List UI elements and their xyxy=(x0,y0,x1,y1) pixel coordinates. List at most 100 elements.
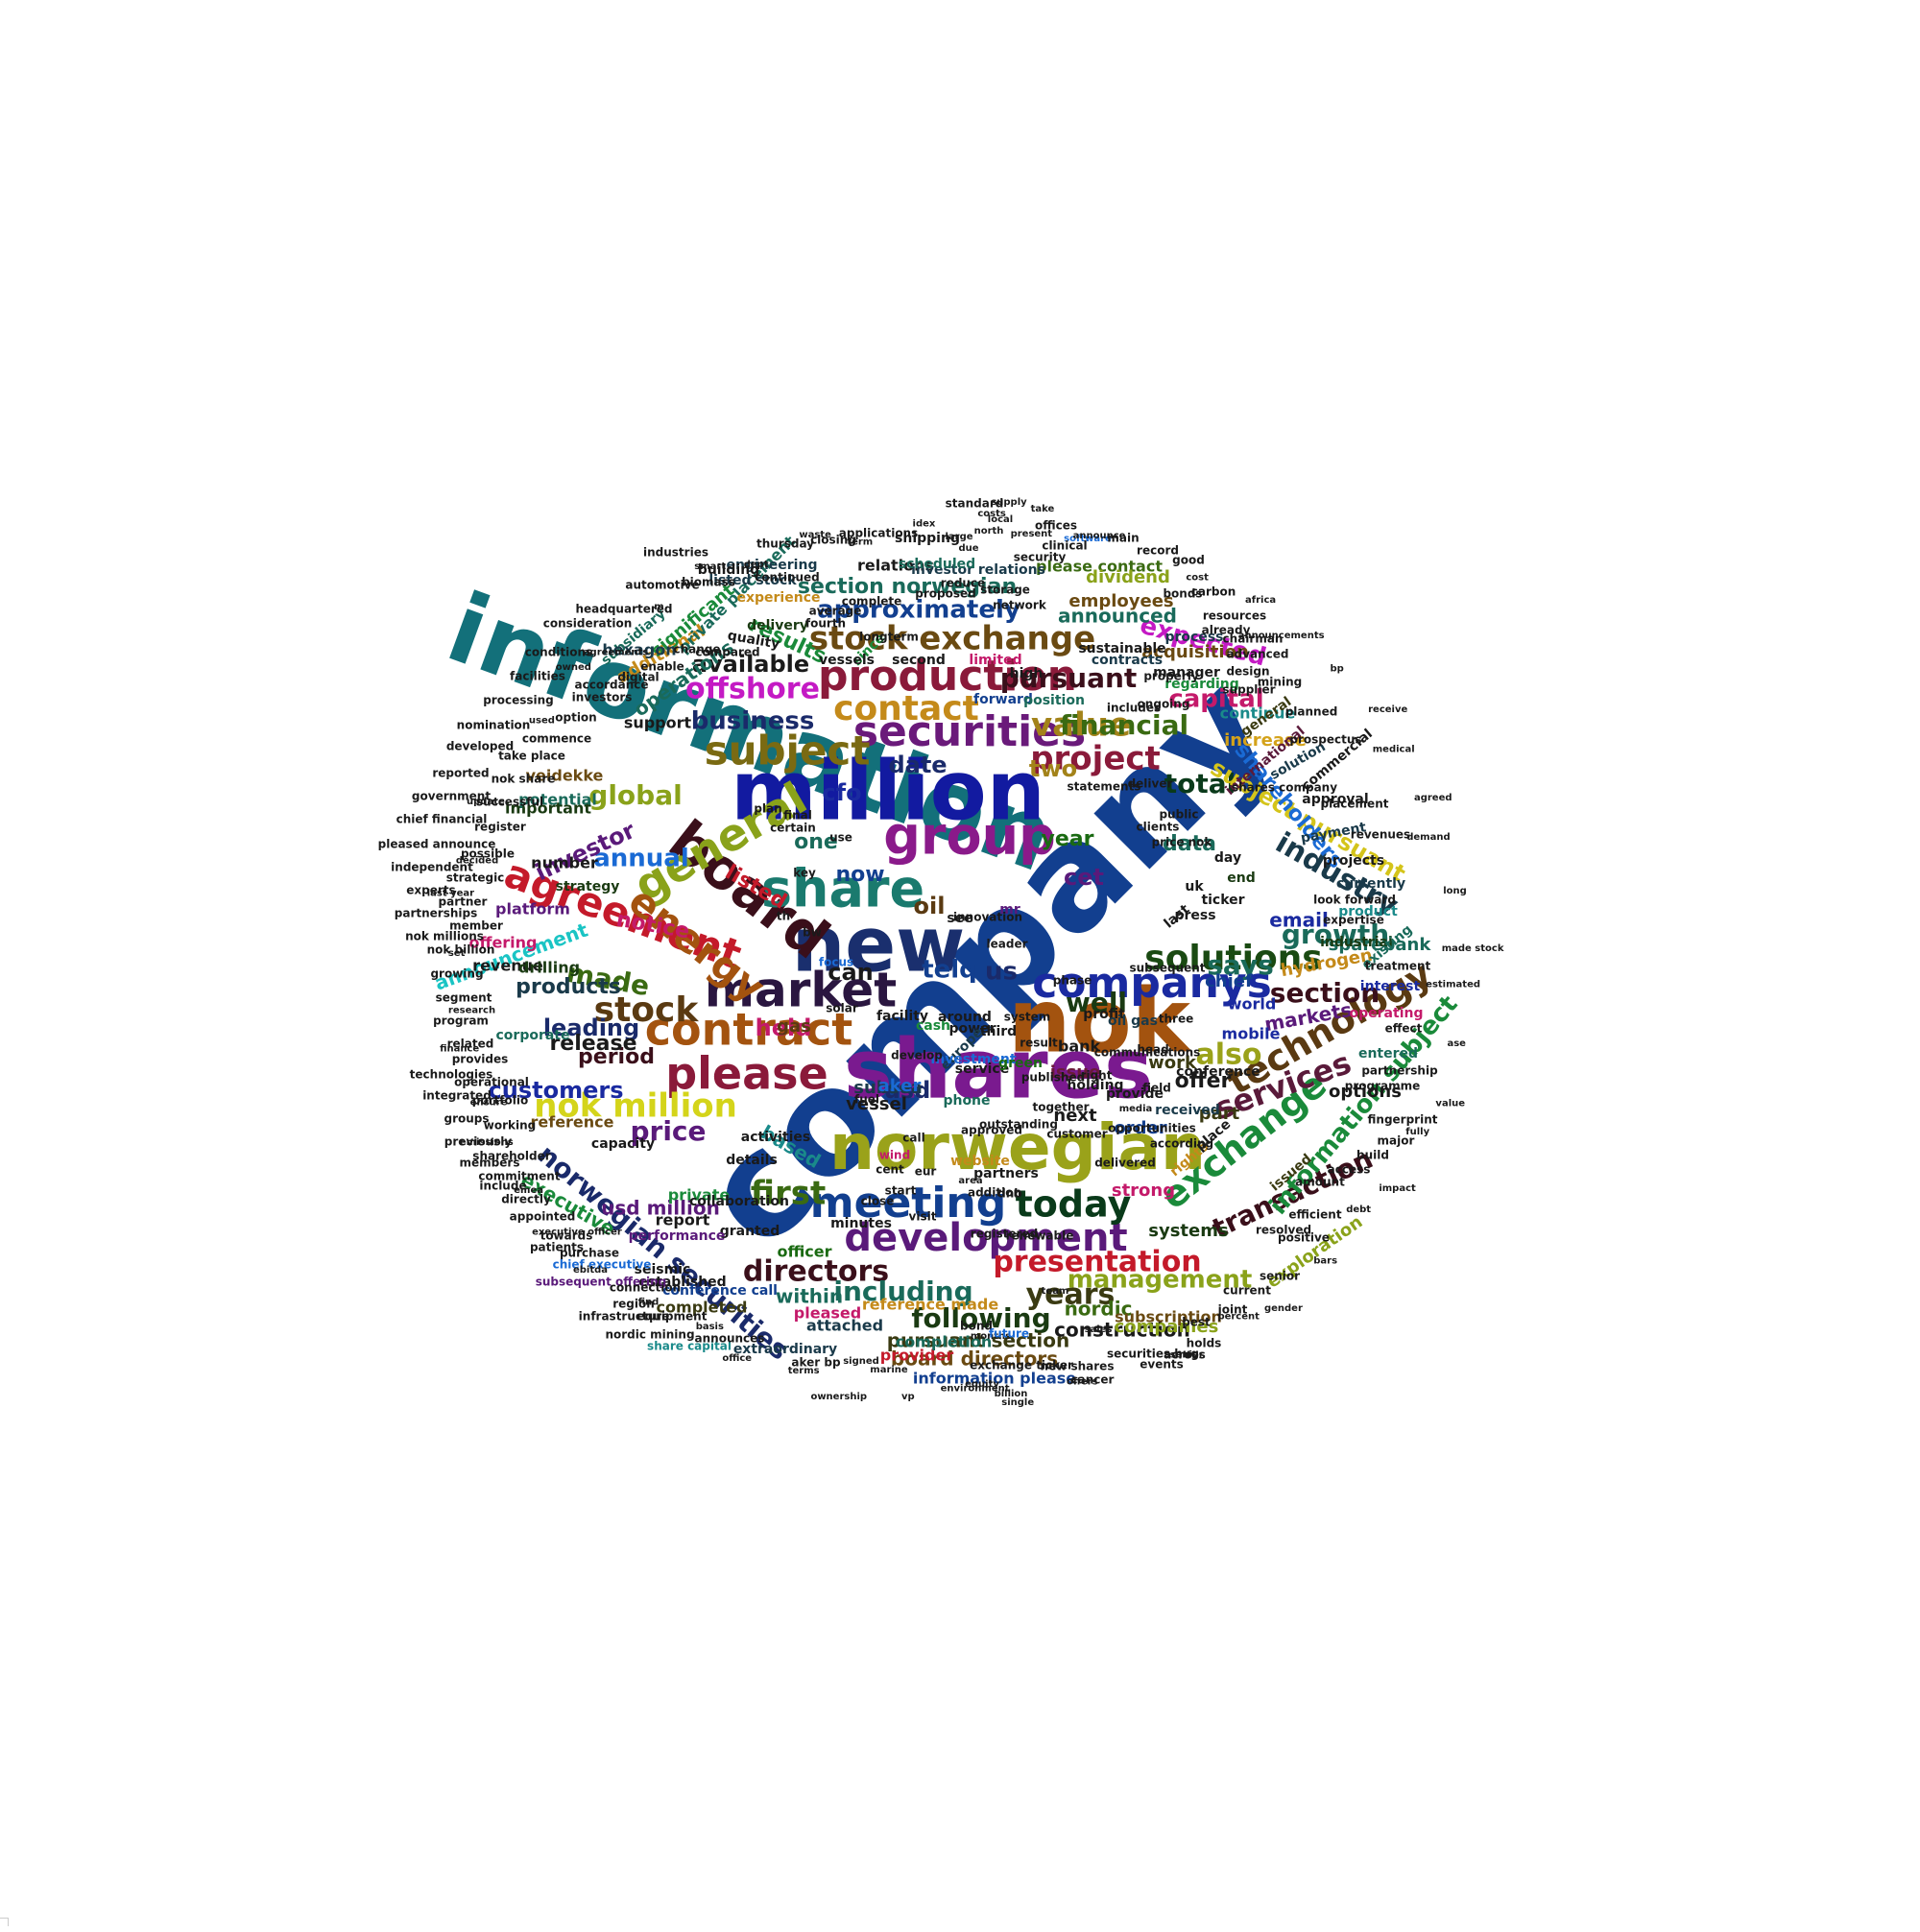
word-percent: percent xyxy=(1217,1312,1260,1323)
word-industrial: industrial xyxy=(1320,935,1393,950)
word-dept: dept xyxy=(744,560,769,570)
word-chief: chief xyxy=(1205,971,1253,991)
word-data: data xyxy=(1163,832,1216,856)
word-capital: capital xyxy=(1168,685,1263,714)
word-third: third xyxy=(980,1024,1017,1039)
word-according: according xyxy=(1150,1137,1213,1151)
word-main: main xyxy=(1107,532,1139,545)
word-seismic: seismic xyxy=(635,1262,691,1277)
word-outstanding: outstanding xyxy=(979,1118,1058,1132)
word-reference: reference xyxy=(530,1113,613,1132)
word-reduce: reduce xyxy=(941,577,985,590)
word-well: well xyxy=(1066,987,1127,1018)
word-nordic-mining: nordic mining xyxy=(605,1328,694,1342)
word-bond: bond xyxy=(960,1320,993,1333)
corner-mark xyxy=(0,1918,9,1926)
word-treatment: treatment xyxy=(1365,960,1431,973)
word-thursday: thursday xyxy=(756,537,814,551)
word-already: already xyxy=(1202,624,1251,637)
word-securities-hug: securities hug xyxy=(1107,1348,1199,1361)
word-shares-company: shares company xyxy=(1232,781,1337,795)
word-team: team xyxy=(1042,1286,1069,1297)
word-billion: billion xyxy=(995,1389,1028,1399)
word-products: products xyxy=(516,975,621,999)
word-build: build xyxy=(1356,1149,1389,1162)
word-marine: marine xyxy=(870,1365,908,1375)
word-include: include xyxy=(479,1180,526,1193)
word-price: price xyxy=(630,1115,706,1147)
word-clinical: clinical xyxy=(1042,539,1087,553)
word-pleased-announce: pleased announce xyxy=(378,838,496,851)
word-standard: standard xyxy=(946,497,1004,511)
word-listed-stock: listed stock xyxy=(708,573,797,588)
word-position: position xyxy=(1023,693,1085,708)
word-telq: telq xyxy=(922,956,977,985)
word-take-place: take place xyxy=(498,750,565,763)
word-group: group xyxy=(883,806,1055,867)
word-currently: currently xyxy=(1336,876,1405,892)
word-fourth: fourth xyxy=(805,617,846,631)
word-green: green xyxy=(998,1056,1043,1071)
word-digital: digital xyxy=(617,671,659,684)
word-focus: focus xyxy=(819,956,853,969)
word-phase: phase xyxy=(1053,974,1092,988)
word-systems: systems xyxy=(1148,1221,1228,1241)
word-cancer: cancer xyxy=(1071,1373,1115,1387)
word-security: security xyxy=(1014,551,1067,564)
word-solutions: solutions xyxy=(1144,939,1322,978)
word-contract: contract xyxy=(645,1004,853,1056)
word-solar: solar xyxy=(826,1002,858,1015)
word-vp: vp xyxy=(901,1392,915,1402)
word-issue: issue xyxy=(1050,1062,1101,1083)
word-decided: decided xyxy=(456,855,498,866)
word-future: future xyxy=(989,1327,1029,1341)
word-towards: towards xyxy=(540,1229,593,1243)
word-bp: bp xyxy=(1331,664,1344,675)
word-independent: independent xyxy=(391,861,473,874)
word-oil: oil xyxy=(914,893,946,919)
word-current: current xyxy=(1223,1284,1271,1298)
word-received: received xyxy=(1155,1103,1220,1118)
word-approximately: approximately xyxy=(817,596,1020,625)
word-share-capital: share capital xyxy=(647,1340,732,1353)
word-experience: experience xyxy=(736,590,820,606)
word-region: region xyxy=(612,1298,655,1311)
word-subscription: subscription xyxy=(1115,1308,1222,1326)
word-last-year: last year xyxy=(427,888,474,898)
word-visit: visit xyxy=(909,1210,937,1224)
word-supplier: supplier xyxy=(1222,683,1275,697)
word-one: one xyxy=(794,830,838,854)
word-previously: previously xyxy=(444,1135,513,1149)
word-partner: partner xyxy=(439,895,488,909)
word-record: record xyxy=(1137,544,1179,558)
word-partnership: partnership xyxy=(1361,1064,1438,1078)
word-working: working xyxy=(484,1119,536,1133)
word-ownership: ownership xyxy=(810,1392,867,1402)
word-proposed: proposed xyxy=(915,587,975,601)
word-patients: patients xyxy=(530,1241,584,1254)
word-final: final xyxy=(783,809,812,823)
word-securities: securities xyxy=(853,707,1086,756)
word-terms: terms xyxy=(788,1366,820,1376)
word-subject: subject xyxy=(705,727,871,775)
word-closing: closing xyxy=(810,534,856,547)
word-completion: completion xyxy=(896,1333,992,1351)
word-increase: increase xyxy=(1224,730,1307,751)
word-fully: fully xyxy=(1405,1127,1429,1137)
word-platform: platform xyxy=(495,900,570,918)
word-board-directors: board directors xyxy=(891,1348,1058,1371)
word-cash: cash xyxy=(916,1018,950,1034)
word-positive: positive xyxy=(1278,1231,1330,1245)
word-million: million xyxy=(731,743,1045,839)
word-offices: offices xyxy=(1035,519,1077,533)
word-management: management xyxy=(1068,1266,1253,1295)
word-connection: connection xyxy=(610,1281,681,1295)
word-today: today xyxy=(1016,1183,1132,1226)
word-nok-share: nok share xyxy=(492,773,556,786)
word-commitment: commitment xyxy=(478,1170,560,1183)
word-long: long xyxy=(1443,886,1467,896)
word-costs: costs xyxy=(977,509,1006,519)
word-programme: programme xyxy=(1345,1080,1421,1093)
word-shareholder: shareholder xyxy=(472,1150,550,1163)
word-nordic: nordic xyxy=(1065,1298,1133,1321)
